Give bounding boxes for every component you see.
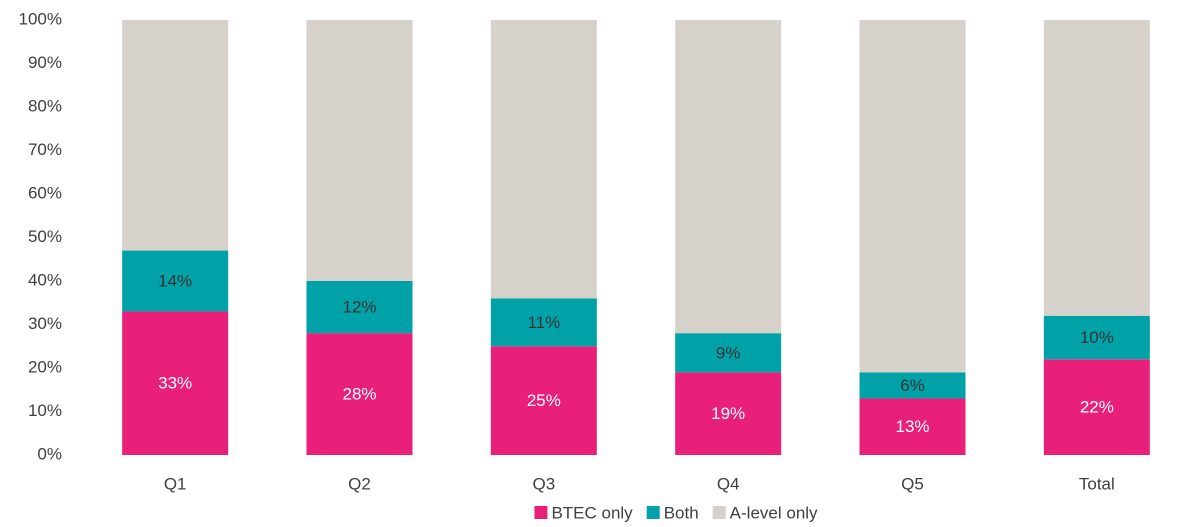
- y-tick-label: 40%: [28, 270, 62, 289]
- data-label: 13%: [895, 417, 929, 436]
- bar-segment: [675, 333, 782, 373]
- bar-segment: [859, 20, 966, 373]
- data-label: 10%: [1080, 328, 1114, 347]
- legend-swatch: [712, 506, 726, 519]
- y-tick-label: 30%: [28, 314, 62, 333]
- data-label: 14%: [158, 271, 192, 290]
- x-tick-label: Q3: [532, 474, 555, 493]
- data-label: 33%: [158, 374, 192, 393]
- y-tick-label: 80%: [28, 96, 62, 115]
- bar-segment: [122, 250, 229, 312]
- legend-label: BTEC only: [551, 503, 633, 522]
- y-tick-label: 20%: [28, 357, 62, 376]
- bar-segment: [122, 311, 229, 455]
- legend-swatch: [534, 506, 548, 519]
- bar-segment: [1043, 20, 1150, 316]
- x-tick-label: Q2: [348, 474, 371, 493]
- legend-item: A-level only: [712, 503, 818, 522]
- x-tick-label: Q1: [164, 474, 187, 493]
- y-tick-label: 10%: [28, 401, 62, 420]
- bar-segment: [306, 333, 413, 455]
- legend-label: A-level only: [730, 503, 818, 522]
- data-label: 12%: [342, 298, 376, 317]
- y-tick-label: 60%: [28, 183, 62, 202]
- bar-segment: [490, 298, 597, 347]
- x-tick-label: Total: [1079, 474, 1115, 493]
- data-label: 9%: [716, 343, 741, 362]
- y-tick-label: 50%: [28, 227, 62, 246]
- bar-segment: [490, 20, 597, 299]
- bar-segment: [490, 346, 597, 455]
- x-tick-label: Q5: [901, 474, 924, 493]
- data-label: 25%: [527, 391, 561, 410]
- bar-segment: [1043, 315, 1150, 360]
- y-tick-label: 100%: [19, 9, 62, 28]
- legend-item: BTEC only: [534, 503, 633, 522]
- bar-segment: [675, 20, 782, 334]
- bar-segment: [306, 281, 413, 334]
- bar-segment: [859, 372, 966, 399]
- bar-segment: [675, 372, 782, 455]
- bar-segment: [859, 398, 966, 455]
- y-tick-label: 0%: [37, 444, 62, 463]
- data-label: 22%: [1080, 398, 1114, 417]
- y-tick-label: 70%: [28, 140, 62, 159]
- data-label: 19%: [711, 404, 745, 423]
- bar-segment: [306, 20, 413, 281]
- bar-segment: [122, 20, 229, 251]
- legend-label: Both: [664, 503, 699, 522]
- y-tick-label: 90%: [28, 53, 62, 72]
- data-label: 6%: [900, 376, 925, 395]
- data-label: 11%: [527, 313, 560, 332]
- bar-segment: [1043, 359, 1150, 455]
- legend-item: Both: [646, 503, 699, 522]
- x-tick-label: Q4: [717, 474, 740, 493]
- data-label: 28%: [342, 385, 376, 404]
- legend-swatch: [646, 506, 660, 519]
